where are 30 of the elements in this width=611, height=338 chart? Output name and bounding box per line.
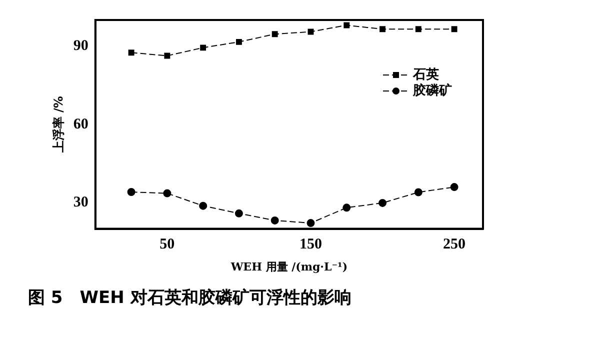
legend-label: 胶磷矿	[412, 82, 452, 98]
legend-label: 石英	[412, 67, 439, 82]
point	[272, 31, 278, 38]
point	[344, 22, 350, 28]
point	[270, 216, 279, 224]
x-axis-title: WEH 用量 /(mg·L⁻¹)	[230, 260, 348, 274]
point	[380, 26, 386, 32]
point	[451, 26, 458, 32]
y-axis-title: 上浮率 /%	[51, 96, 66, 154]
point	[414, 188, 422, 196]
x-tick-label: 250	[443, 236, 466, 253]
point	[127, 188, 136, 196]
point	[450, 183, 458, 192]
x-tick-label: 50	[160, 236, 175, 253]
point	[199, 202, 208, 210]
x-tick-label: 150	[299, 236, 322, 253]
point	[236, 38, 242, 45]
point	[234, 209, 243, 218]
point	[378, 198, 387, 207]
y-tick-label: 30	[73, 194, 88, 211]
point	[164, 52, 170, 59]
point	[200, 44, 206, 51]
y-tick-label: 60	[73, 116, 88, 132]
point	[342, 204, 351, 212]
point	[128, 50, 134, 56]
y-tick-label: 90	[73, 38, 88, 54]
point	[306, 219, 315, 228]
point	[163, 189, 172, 198]
point	[415, 26, 422, 32]
text: 图 5 WEH 对石英和胶磷矿可浮性的影响	[28, 287, 352, 309]
